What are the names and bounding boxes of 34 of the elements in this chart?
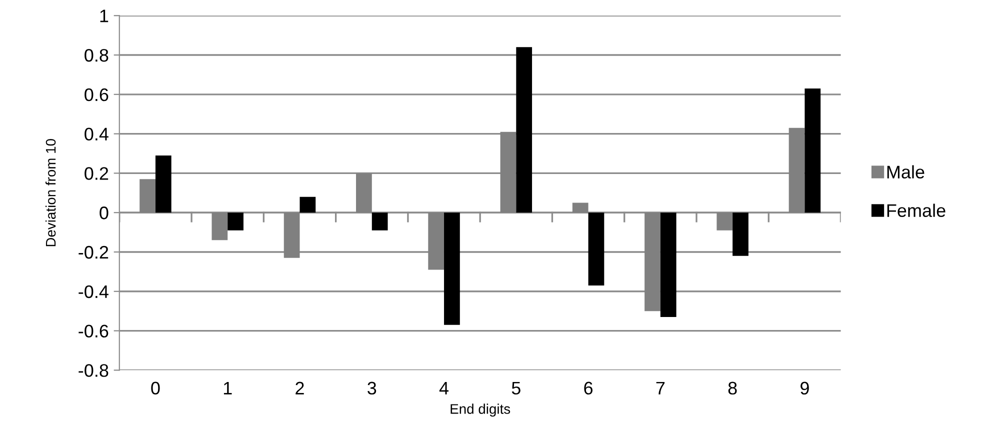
y-tick-label: 0.2 bbox=[84, 167, 108, 180]
y-axis-title: Deviation from 10 bbox=[45, 139, 56, 246]
x-tick-label: 9 bbox=[800, 382, 809, 395]
y-tick-label: -0.4 bbox=[78, 285, 108, 298]
x-tick-label: 6 bbox=[584, 382, 593, 395]
x-tick-label: 1 bbox=[224, 382, 232, 394]
y-tick-label: 1 bbox=[100, 10, 108, 22]
y-tick-label: 0.4 bbox=[84, 128, 108, 141]
bar bbox=[228, 212, 244, 230]
y-tick-label: -0.6 bbox=[78, 324, 108, 338]
bar bbox=[155, 155, 172, 213]
y-tick-label: 0 bbox=[100, 206, 108, 220]
bar bbox=[732, 212, 748, 256]
bar bbox=[300, 196, 316, 213]
x-tick-label: 8 bbox=[728, 382, 737, 395]
legend-label: Male bbox=[887, 165, 924, 178]
x-tick-label: 3 bbox=[368, 382, 376, 395]
x-tick-label: 5 bbox=[512, 382, 520, 395]
bar bbox=[372, 212, 388, 230]
y-tick-label: -0.2 bbox=[78, 246, 108, 259]
bar bbox=[804, 88, 821, 213]
x-tick-label: 7 bbox=[656, 382, 665, 394]
x-tick-label: 4 bbox=[439, 382, 449, 394]
bar bbox=[660, 212, 676, 317]
x-tick-label: 2 bbox=[296, 382, 304, 394]
bar bbox=[516, 47, 532, 213]
x-tick-label: 0 bbox=[151, 382, 160, 395]
bar bbox=[588, 212, 604, 286]
legend-label: Female bbox=[887, 204, 946, 217]
y-tick-label: -0.8 bbox=[78, 364, 108, 377]
x-axis-title: End digits bbox=[450, 404, 510, 417]
bar bbox=[444, 212, 460, 325]
y-tick-label: 0.8 bbox=[84, 48, 108, 62]
y-tick-label: 0.6 bbox=[84, 88, 108, 102]
